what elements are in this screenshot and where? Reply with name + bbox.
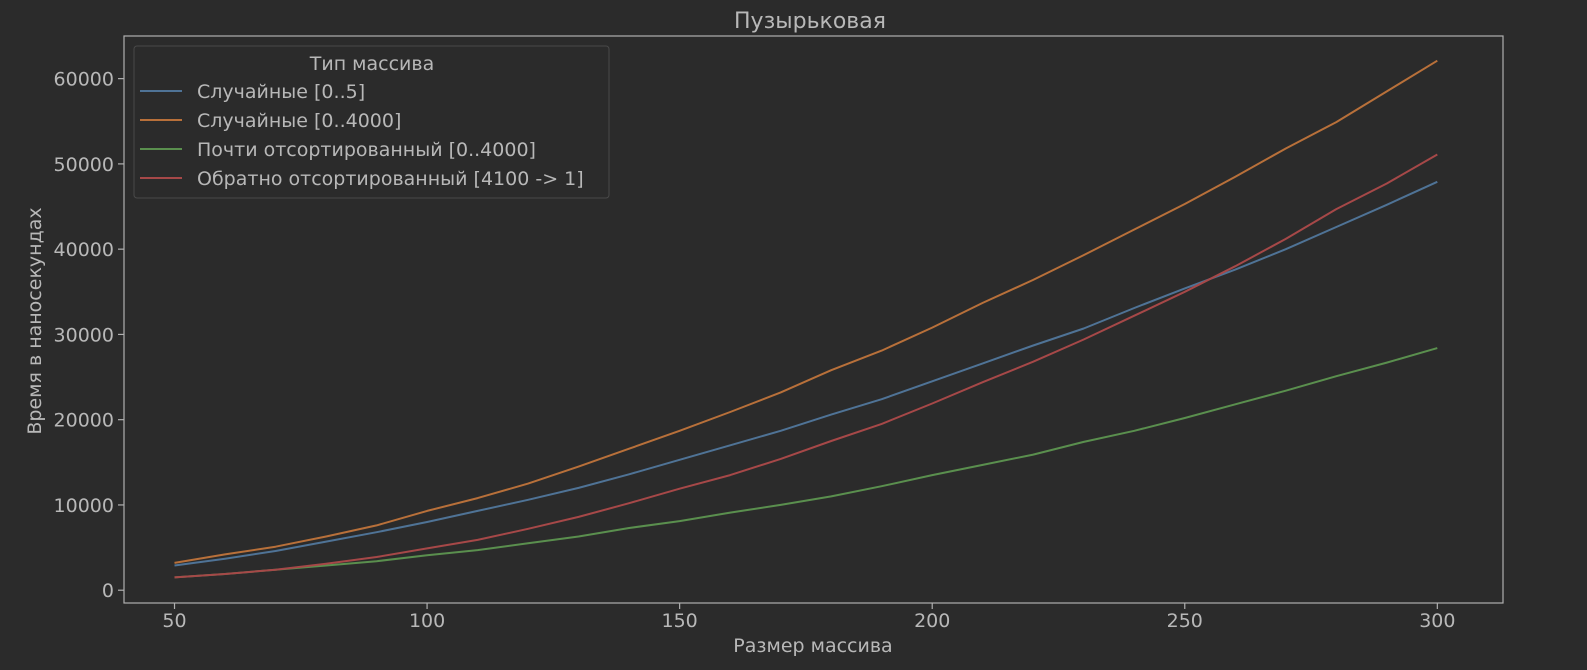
series-line-4: [174, 153, 1438, 579]
legend-label: Почти отсортированный [0..4000]: [197, 139, 536, 161]
legend-title: Тип массива: [309, 53, 434, 75]
chart-title: Пузырьковая: [734, 9, 886, 34]
legend-label: Случайные [0..5]: [197, 81, 365, 103]
legend-box: [133, 45, 610, 199]
x-axis-label: Размер массива: [733, 635, 892, 657]
x-tick-label: 150: [662, 610, 698, 632]
x-tick-label: 50: [162, 610, 186, 632]
series-lines: [174, 59, 1438, 579]
legend-label: Обратно отсортированный [4100 -> 1]: [197, 168, 584, 190]
y-tick-label: 20000: [54, 410, 114, 432]
x-tick-label: 300: [1419, 610, 1455, 632]
series-line-1: [174, 180, 1438, 567]
y-tick-label: 0: [102, 580, 114, 602]
x-tick-label: 200: [914, 610, 950, 632]
y-tick-label: 40000: [54, 239, 114, 261]
y-axis-label: Время в наносекундах: [24, 207, 46, 434]
y-tick-label: 10000: [54, 495, 114, 517]
y-tick-label: 60000: [54, 69, 114, 91]
series-line-3: [174, 347, 1438, 579]
plot-frame: [123, 35, 1504, 604]
legend-label: Случайные [0..4000]: [197, 110, 401, 132]
legend-items: Случайные [0..5] Случайные [0..4000] Почти…: [140, 81, 584, 190]
y-tick-label: 30000: [54, 324, 114, 346]
x-tick-label: 100: [409, 610, 445, 632]
y-tick-label: 50000: [54, 154, 114, 176]
x-tick-label: 250: [1167, 610, 1203, 632]
x-axis-ticks: 50 100 150 200 250 300: [162, 603, 1455, 632]
series-line-2: [174, 59, 1438, 564]
legend: Тип массива Случайные [0..5]Случайные [0…: [133, 45, 610, 199]
y-axis-ticks: 0 10000 20000 30000 40000 50000 60000: [54, 69, 124, 602]
